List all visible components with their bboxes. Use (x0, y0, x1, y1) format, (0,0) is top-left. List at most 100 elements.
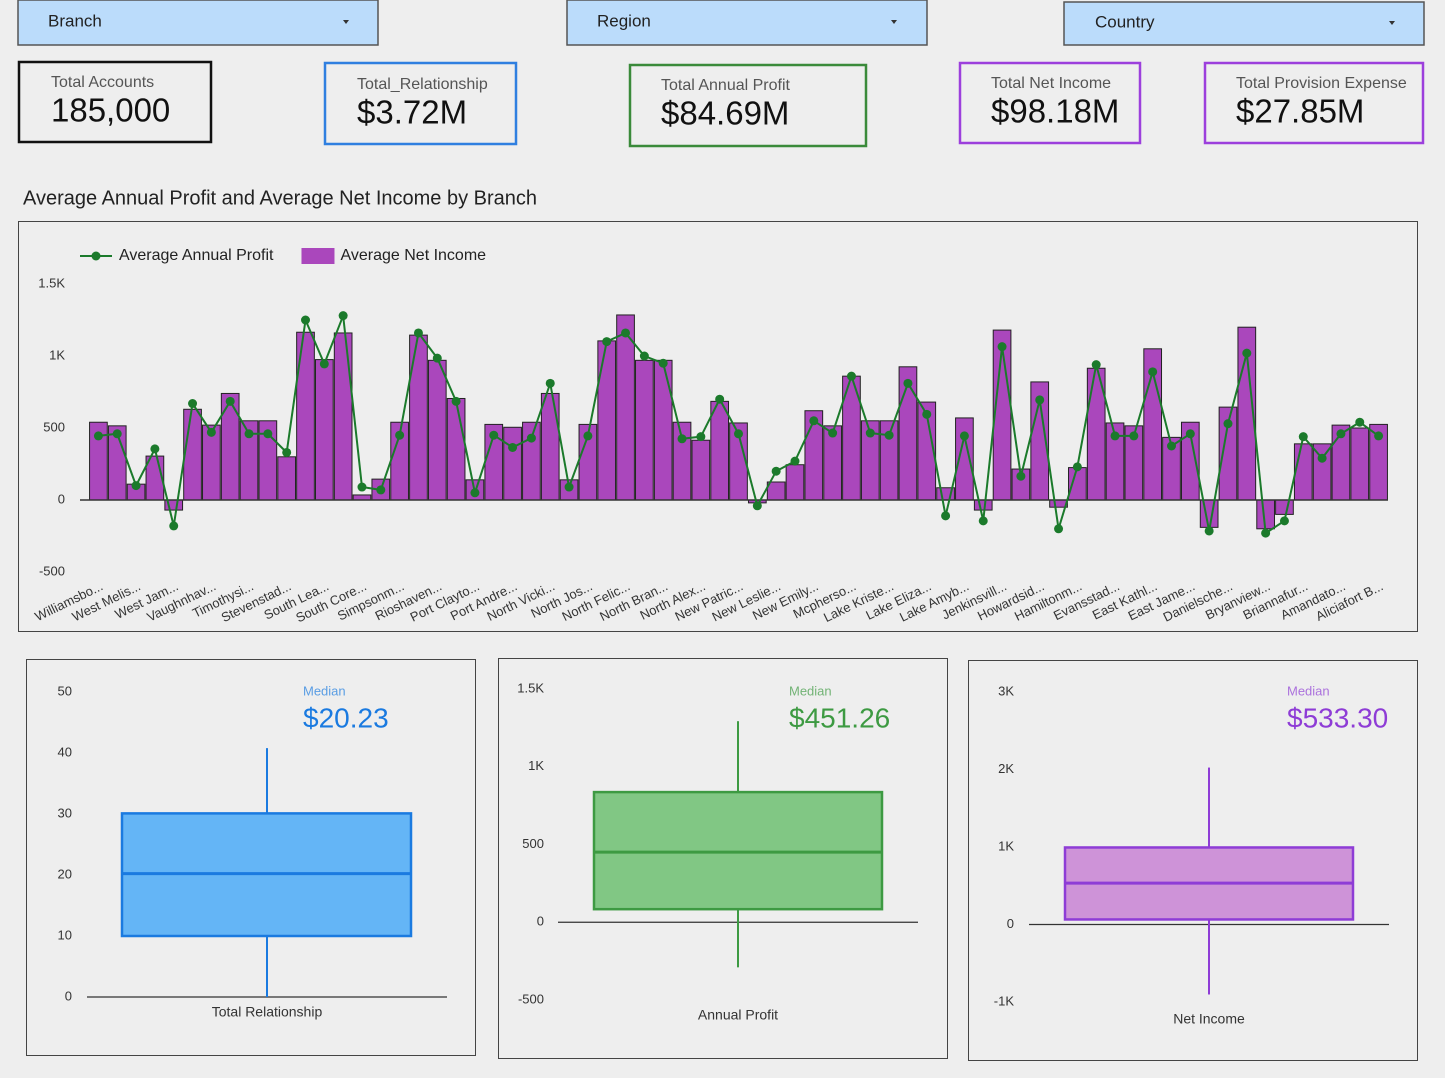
dropdown-arrow[interactable] (1389, 21, 1395, 25)
line-point (470, 488, 480, 498)
median-caption: Median (1287, 683, 1330, 698)
median-value: $20.23 (303, 702, 389, 733)
filter-country[interactable]: Country (1063, 1, 1425, 46)
bar (1293, 443, 1313, 501)
line-point (677, 434, 687, 444)
line-point (1148, 367, 1158, 377)
y-tick-label: 0 (537, 914, 544, 929)
kpi-value: $98.18M (991, 93, 1119, 130)
line-point (1279, 516, 1289, 526)
dropdown-arrow[interactable] (891, 20, 897, 24)
line-point (884, 430, 894, 440)
legend-label: Average Net Income (340, 247, 486, 264)
filter-branch[interactable]: Branch (17, 0, 379, 46)
bar (973, 499, 993, 511)
line-point (1223, 419, 1233, 429)
bar (1068, 467, 1087, 501)
bar (766, 481, 786, 501)
line-point (564, 482, 574, 492)
line-point (526, 433, 536, 443)
line-point (244, 429, 254, 439)
bar (427, 359, 447, 501)
line-point (1242, 348, 1252, 358)
line-point (1298, 432, 1308, 442)
line-point (809, 416, 819, 426)
line-point (169, 521, 179, 531)
line-point (583, 431, 593, 441)
bar (183, 408, 202, 501)
bar (220, 392, 240, 501)
kpi-label: Total Net Income (991, 75, 1111, 92)
line-point (489, 430, 499, 440)
chart-frame (498, 658, 948, 1059)
median-caption: Median (789, 683, 832, 698)
y-tick-label: 0 (65, 988, 72, 1003)
line-point (790, 456, 800, 466)
y-tick-label: 50 (58, 683, 72, 698)
kpi-label: Total_Relationship (357, 76, 488, 93)
bar (710, 400, 730, 501)
line-point (602, 337, 612, 347)
kpi-value: 185,000 (51, 92, 170, 129)
line-point (1374, 431, 1384, 441)
bar (672, 421, 692, 501)
line-point (865, 428, 875, 438)
filter-region[interactable]: Region (566, 0, 928, 46)
line-point (319, 359, 329, 369)
dropdown-arrow[interactable] (343, 20, 349, 24)
dropdown[interactable] (566, 0, 928, 46)
y-tick-label: 0 (1007, 916, 1014, 931)
bar (635, 359, 654, 501)
line-point (997, 342, 1007, 352)
legend-label: Average Annual Profit (119, 247, 274, 264)
y-tick-label: 1.5K (38, 275, 65, 290)
y-tick-label: 500 (43, 419, 65, 434)
chart-frame (18, 221, 1418, 632)
bar (503, 426, 522, 501)
kpi-value: $27.85M (1236, 93, 1364, 130)
x-axis-label: Net Income (1173, 1011, 1245, 1027)
line-point (734, 429, 743, 439)
bar (277, 456, 297, 501)
dropdown[interactable] (1063, 1, 1425, 46)
line-point (1054, 524, 1064, 534)
line-point (376, 485, 386, 495)
line-point (1091, 360, 1101, 370)
line-point (338, 311, 348, 321)
line-point (1035, 395, 1045, 405)
line-point (432, 353, 442, 363)
median-value: $451.26 (789, 702, 890, 733)
bar (691, 439, 711, 501)
kpi-card (1203, 61, 1425, 145)
line-point (959, 431, 969, 441)
line-point (93, 431, 103, 441)
filter-label[interactable]: Country (1095, 12, 1155, 31)
median-value: $533.30 (1287, 702, 1388, 733)
kpi-label: Total Annual Profit (661, 77, 791, 94)
line-point (206, 427, 216, 437)
line-point (225, 396, 235, 406)
line-point (112, 429, 122, 439)
line-point (1167, 441, 1176, 451)
y-tick-label: 3K (998, 683, 1014, 698)
y-tick-label: 500 (522, 836, 544, 851)
y-tick-label: 40 (58, 744, 72, 759)
y-tick-label: 1.5K (517, 680, 544, 695)
chart-title: Average Annual Profit and Average Net In… (23, 187, 537, 209)
line-point (715, 394, 725, 404)
line-point (1204, 526, 1214, 536)
line-point (1317, 453, 1327, 463)
line-point (922, 409, 932, 419)
line-point (1129, 431, 1139, 441)
line-point (941, 511, 951, 521)
kpi-card (323, 61, 518, 146)
y-tick-label: 1K (998, 838, 1014, 853)
filter-label[interactable]: Region (597, 11, 651, 30)
legend-swatch (301, 248, 335, 264)
filter-label[interactable]: Branch (48, 11, 102, 30)
kpi-label: Total Accounts (51, 74, 154, 91)
line-point (301, 315, 310, 325)
line-point (282, 447, 292, 457)
dropdown[interactable] (17, 0, 379, 46)
